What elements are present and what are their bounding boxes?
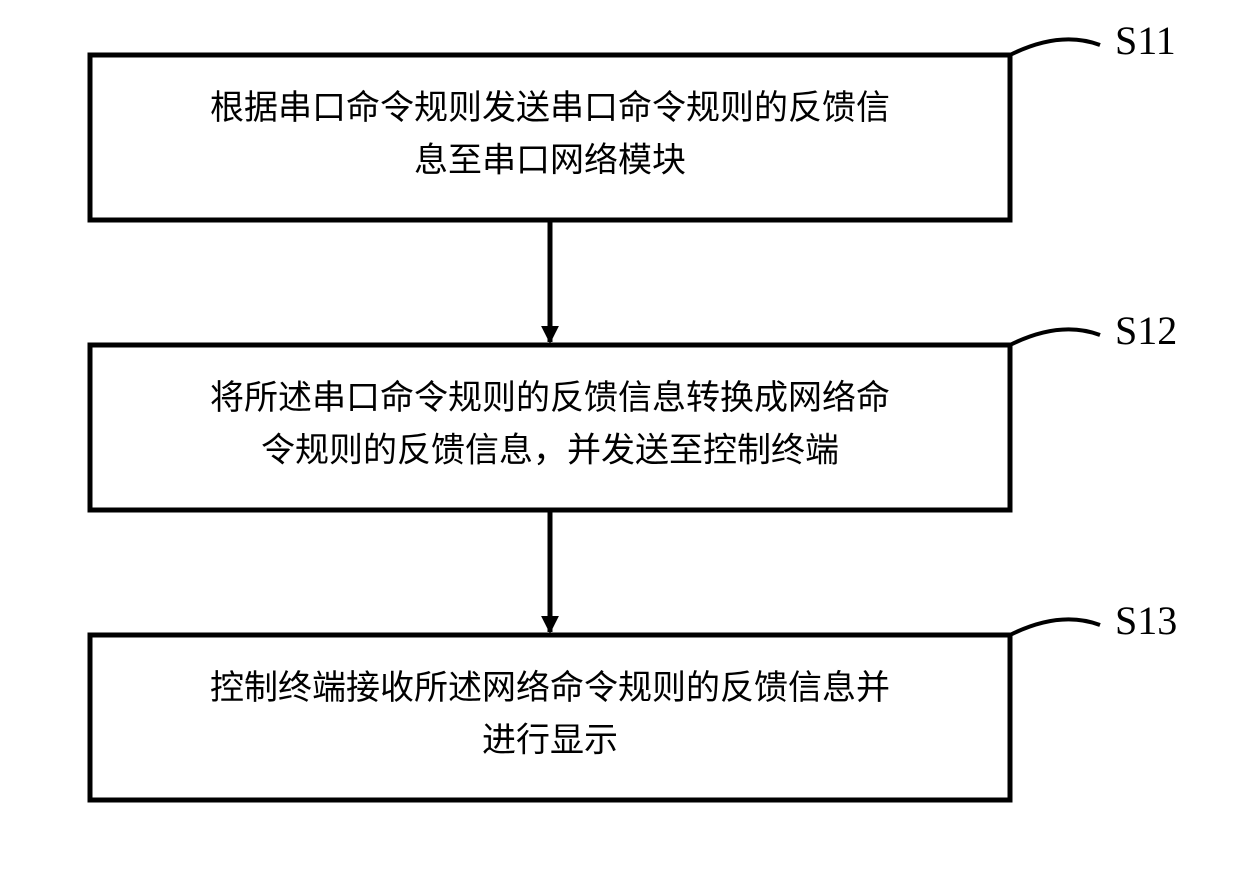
step-text: 进行显示 <box>482 722 618 760</box>
step-label: S12 <box>1115 308 1177 353</box>
step-text: 将所述串口命令规则的反馈信息转换成网络命 <box>210 379 890 417</box>
step-text: 根据串口命令规则发送串口命令规则的反馈信 <box>210 89 890 127</box>
step-label: S11 <box>1115 18 1176 63</box>
step-box <box>90 55 1010 220</box>
step-box <box>90 345 1010 510</box>
step-label: S13 <box>1115 598 1177 643</box>
step-text: 控制终端接收所述网络命令规则的反馈信息并 <box>210 669 890 707</box>
step-text: 息至串口网络模块 <box>414 142 686 180</box>
flowchart-canvas: 根据串口命令规则发送串口命令规则的反馈信息至串口网络模块 S11 将所述串口命令规则… <box>0 0 1240 880</box>
step-box <box>90 635 1010 800</box>
step-text: 令规则的反馈信息，并发送至控制终端 <box>261 432 839 470</box>
